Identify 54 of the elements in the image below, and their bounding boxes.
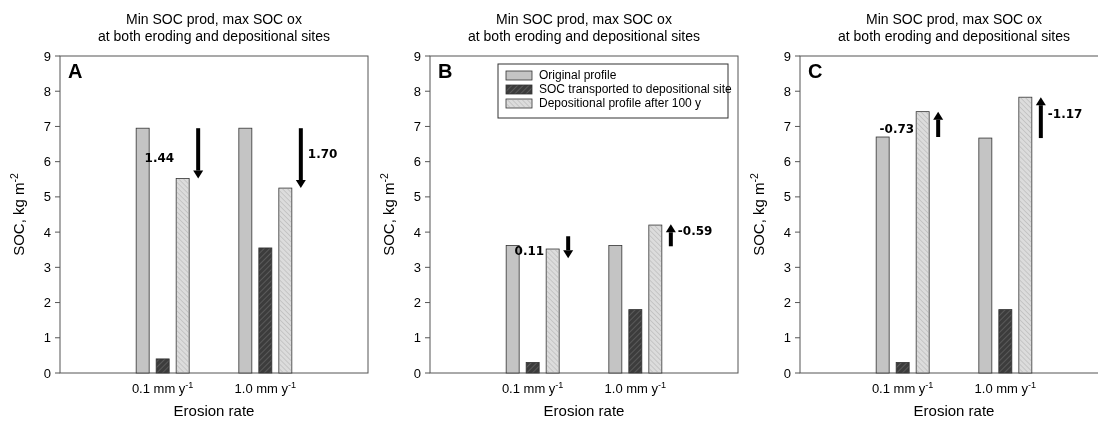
x-tick-label: 0.1 mm y$^{-1}$	[871, 380, 934, 396]
y-tick-label: 8	[783, 83, 791, 99]
x-tick-label: 1.0 mm y$^{-1}$	[974, 380, 1037, 396]
y-tick-label: 5	[783, 189, 791, 205]
chart-title: Min SOC prod, max SOC ox at both eroding and depositional sites	[468, 11, 700, 44]
y-tick-label: 3	[43, 259, 51, 275]
y-tick-label: 0	[413, 365, 421, 381]
y-tick-label: 4	[783, 224, 791, 240]
y-tick-label: 5	[413, 189, 421, 205]
y-tick-label: 4	[413, 224, 421, 240]
chart-title: Min SOC prod, max SOC ox at both eroding and depositional sites	[838, 11, 1070, 44]
y-tick-label: 3	[783, 259, 791, 275]
annotation: -0.73	[879, 121, 915, 136]
y-tick-label: 0	[43, 365, 51, 381]
y-tick-label: 7	[43, 118, 51, 134]
legend-label: Depositional profile after 100 y	[539, 96, 702, 110]
legend-label: Original profile	[539, 68, 617, 82]
chart-title: Min SOC prod, max SOC ox at both eroding and depositional sites	[98, 11, 330, 44]
y-tick-label: 5	[43, 189, 51, 205]
y-tick-label: 1	[783, 330, 791, 346]
y-tick-label: 2	[43, 295, 51, 311]
x-tick-label: 1.0 mm y$^{-1}$	[234, 380, 297, 396]
annotation: -1.17	[1047, 106, 1083, 121]
x-axis-title: Erosion rate	[173, 402, 255, 419]
annotation: C	[808, 60, 823, 82]
legend-label: SOC transported to depositional site	[539, 82, 733, 96]
text: B	[438, 60, 453, 82]
x-axis-title: Erosion rate	[543, 402, 625, 419]
y-tick-label: 1	[43, 330, 51, 346]
x-tick-label: 0.1 mm y$^{-1}$	[501, 380, 564, 396]
y-tick-label: 4	[43, 224, 51, 240]
annotation: -0.59	[677, 224, 713, 239]
y-tick-label: 2	[783, 295, 791, 311]
y-tick-label: 8	[413, 83, 421, 99]
annotation: A	[68, 60, 83, 82]
y-tick-label: 9	[43, 48, 51, 64]
annotation: 0.11	[514, 244, 545, 259]
annotation: 1.70	[307, 147, 338, 162]
x-tick-label: 1.0 mm y$^{-1}$	[604, 380, 667, 396]
x-tick-label: 0.1 mm y$^{-1}$	[131, 380, 194, 396]
y-tick-label: 0	[783, 365, 791, 381]
y-tick-label: 7	[783, 118, 791, 134]
y-tick-label: 1	[413, 330, 421, 346]
y-tick-label: 6	[783, 154, 791, 170]
y-tick-label: 6	[413, 154, 421, 170]
y-tick-label: 8	[43, 83, 51, 99]
y-tick-label: 2	[413, 295, 421, 311]
annotation: 1.44	[144, 150, 175, 165]
x-axis-title: Erosion rate	[913, 402, 995, 419]
y-tick-label: 3	[413, 259, 421, 275]
y-tick-label: 6	[43, 154, 51, 170]
y-tick-label: 9	[783, 48, 791, 64]
y-tick-label: 7	[413, 118, 421, 134]
y-tick-label: 9	[413, 48, 421, 64]
